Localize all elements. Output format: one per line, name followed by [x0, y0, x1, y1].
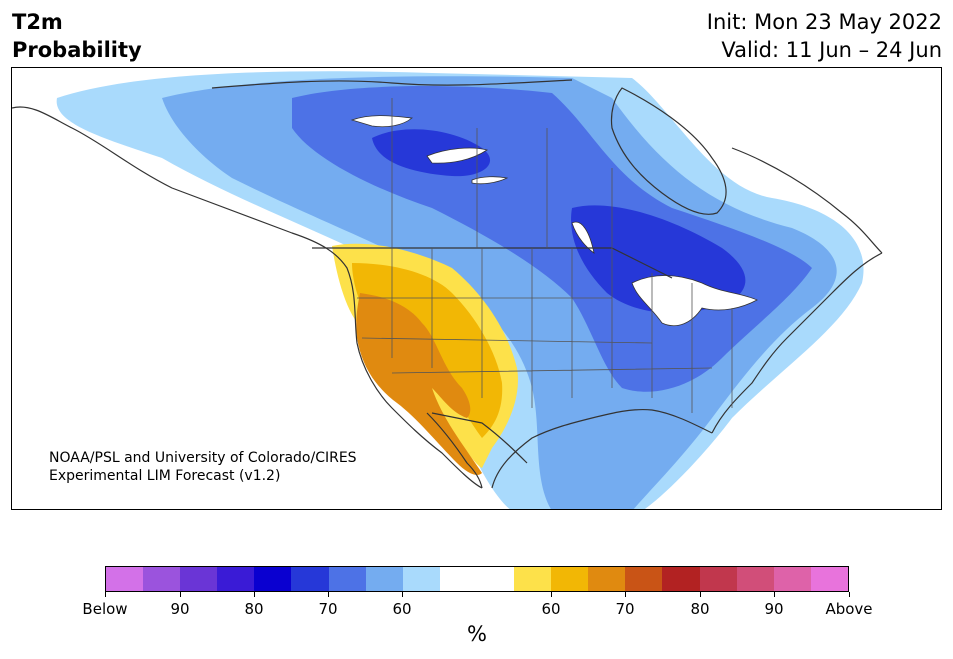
hudson-bay	[610, 87, 727, 215]
title-line-1: T2m	[12, 10, 63, 34]
colorbar-swatch	[476, 567, 515, 591]
forecast-map	[11, 67, 942, 510]
colorbar-swatch	[180, 567, 218, 591]
lake-athabasca	[471, 176, 509, 185]
credit-line-1: NOAA/PSL and University of Colorado/CIRE…	[49, 450, 357, 466]
colorbar-swatch	[439, 567, 477, 591]
colorbar-tick-label: 80	[690, 600, 710, 618]
baja-coast	[426, 412, 483, 489]
colorbar-tick-mark	[774, 592, 775, 597]
colorbar-tick-mark	[105, 592, 106, 597]
colorbar-tick-label: 80	[244, 600, 264, 618]
colorbar-swatch	[254, 567, 292, 591]
below-70-region	[162, 76, 837, 509]
us-state-grid	[357, 248, 733, 413]
map-canvas	[12, 71, 883, 509]
colorbar-tick-mark	[180, 592, 181, 597]
colorbar-swatch	[699, 567, 737, 591]
credit-text: NOAA/PSL and University of Colorado/CIRE…	[49, 449, 357, 485]
colorbar-swatch	[217, 567, 255, 591]
colorbar-tick-mark	[625, 592, 626, 597]
colorbar-tick-label: 60	[392, 600, 412, 618]
colorbar-unit: %	[467, 622, 487, 646]
probability-colorbar	[105, 566, 849, 592]
colorbar-tick-label: 90	[764, 600, 784, 618]
colorbar-swatch	[514, 567, 552, 591]
credit-line-2: Experimental LIM Forecast (v1.2)	[49, 468, 281, 484]
colorbar-tick-mark	[849, 592, 850, 597]
colorbar-tick-label: Above	[825, 600, 873, 618]
colorbar-tick-label: 70	[615, 600, 635, 618]
colorbar-swatch	[143, 567, 181, 591]
colorbar-swatch	[402, 567, 440, 591]
lakes	[350, 115, 758, 327]
great-lakes	[631, 275, 758, 327]
colorbar-tick-mark	[700, 592, 701, 597]
colorbar-swatch	[736, 567, 774, 591]
colorbar-tick-mark	[551, 592, 552, 597]
gulf-coast	[491, 408, 713, 489]
init-date: Init: Mon 23 May 2022	[706, 10, 942, 34]
below-90-region	[372, 129, 746, 313]
colorbar-tick-label: Below	[82, 600, 128, 618]
state-province-lines	[357, 98, 733, 413]
colorbar-tick-label: 90	[170, 600, 190, 618]
colorbar-swatch	[365, 567, 403, 591]
colorbar-swatch	[773, 567, 811, 591]
colorbar-tick-mark	[328, 592, 329, 597]
colorbar-swatch	[625, 567, 663, 591]
great-slave-lake	[426, 147, 488, 164]
colorbar-swatch	[810, 567, 848, 591]
colorbar-swatch	[106, 567, 144, 591]
title-line-2: Probability	[12, 38, 142, 62]
colorbar-swatch	[291, 567, 329, 591]
colorbar-swatch	[551, 567, 589, 591]
labrador-coast	[731, 147, 883, 254]
lake-winnipeg	[571, 221, 595, 254]
colorbar-swatch	[588, 567, 626, 591]
colorbar-tick-label: 70	[318, 600, 338, 618]
colorbar-swatch	[662, 567, 700, 591]
arctic-coast	[211, 79, 573, 89]
colorbar-tick-mark	[402, 592, 403, 597]
valid-range: Valid: 11 Jun – 24 Jun	[721, 38, 942, 62]
map-title: T2m Probability	[12, 8, 142, 64]
us-mexico-border	[431, 412, 528, 464]
atlantic-coast	[711, 252, 883, 434]
colorbar-swatch	[328, 567, 366, 591]
pacific-coastline	[12, 106, 483, 489]
forecast-dates: Init: Mon 23 May 2022 Valid: 11 Jun – 24…	[707, 8, 942, 64]
colorbar-tick-label: 60	[541, 600, 561, 618]
great-bear-lake	[350, 115, 414, 128]
colorbar-tick-mark	[254, 592, 255, 597]
